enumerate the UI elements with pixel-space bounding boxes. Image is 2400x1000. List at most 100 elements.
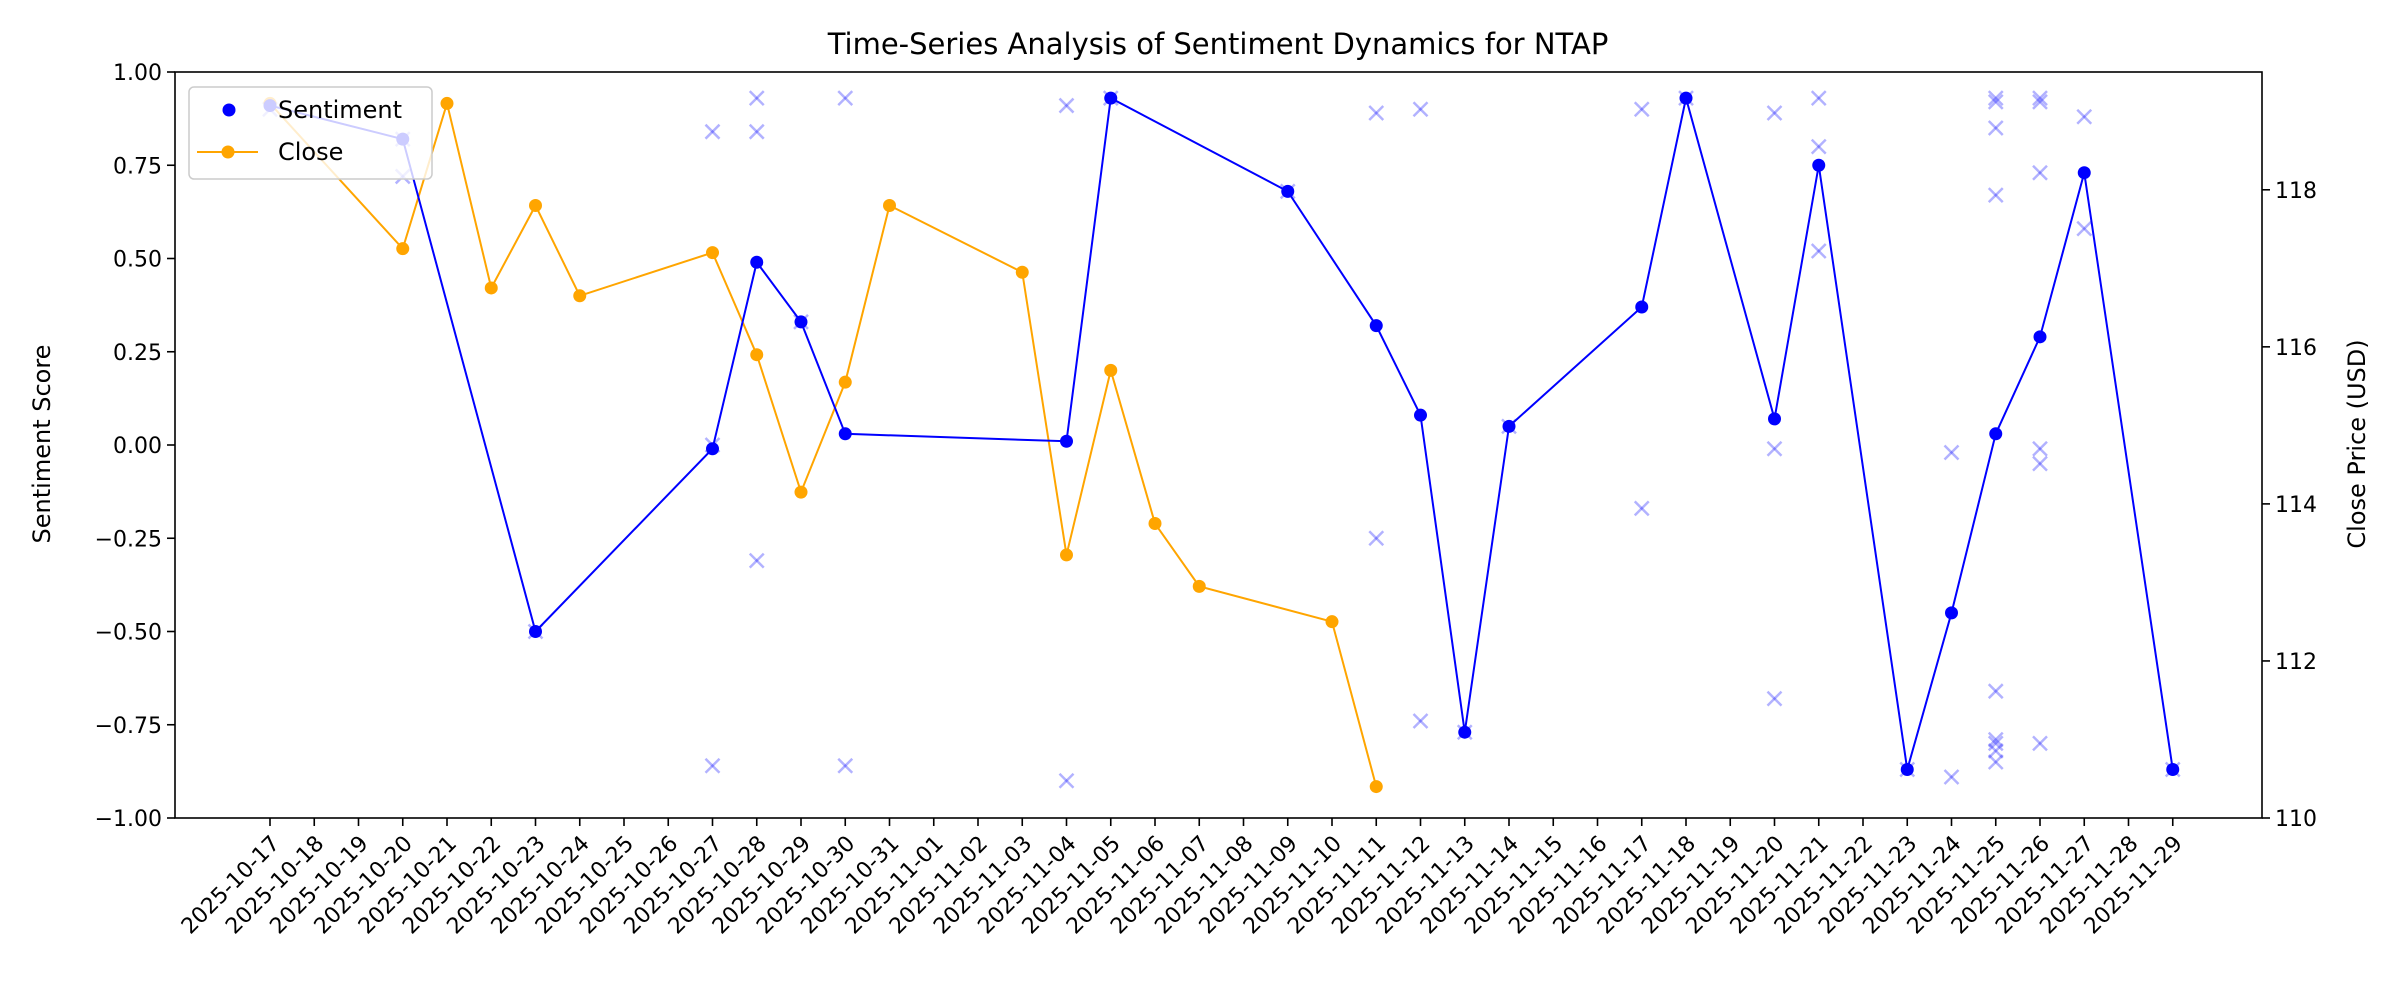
legend-frame xyxy=(188,86,433,180)
sample-x-stroke xyxy=(1810,90,1827,106)
sentiment-point xyxy=(1768,412,1781,426)
sentiment-point xyxy=(1989,427,2003,441)
sample-x-marker xyxy=(1766,690,1783,707)
sample-x-stroke xyxy=(1412,101,1429,118)
sample-x-stroke xyxy=(2032,440,2048,457)
sample-x-marker xyxy=(748,90,765,106)
sample-x-stroke xyxy=(2032,164,2048,181)
sample-x-stroke xyxy=(1987,735,2004,752)
sample-x-stroke xyxy=(748,123,765,140)
sentiment-line xyxy=(269,96,2174,770)
sample-x-stroke xyxy=(1766,440,1783,457)
legend-label-sentiment: Sentiment xyxy=(278,96,402,124)
sample-x-stroke xyxy=(1987,90,2004,106)
sample-x-marker xyxy=(748,123,765,140)
sample-x-marker xyxy=(2032,90,2048,106)
sample-x-stroke xyxy=(1368,105,1385,121)
sentiment-point xyxy=(1945,606,1958,620)
sentiment-point xyxy=(706,442,719,456)
y-tick-label-left: 0.00 xyxy=(113,434,162,459)
sample-x-stroke xyxy=(2032,455,2048,472)
y-tick-label-left: −0.75 xyxy=(95,714,162,739)
close-point xyxy=(529,198,542,212)
sample-x-stroke xyxy=(1633,500,1650,517)
sample-x-marker xyxy=(748,552,765,569)
sample-x-stroke xyxy=(1987,742,2004,759)
sentiment-point xyxy=(794,315,808,329)
sample-x-marker xyxy=(1987,187,2004,203)
y-tick-label-left: −1.00 xyxy=(95,807,162,832)
sample-x-marker xyxy=(837,757,854,774)
sample-x-stroke xyxy=(1943,444,1960,461)
sample-x-stroke xyxy=(2076,108,2093,125)
sample-x-stroke xyxy=(1633,101,1650,118)
sample-x-stroke xyxy=(748,552,765,569)
sample-x-marker xyxy=(1633,500,1650,517)
sample-x-stroke xyxy=(1766,105,1783,121)
sample-x-stroke xyxy=(1766,440,1783,457)
y-tick-label-left: 0.50 xyxy=(113,248,162,273)
sample-x-stroke xyxy=(1987,187,2004,203)
close-line xyxy=(269,99,1378,787)
sample-x-stroke xyxy=(1412,713,1429,729)
sample-x-stroke xyxy=(1987,742,2004,759)
close-point xyxy=(1148,517,1162,531)
sample-x-marker xyxy=(1987,683,2004,700)
close-point xyxy=(883,198,896,212)
sample-x-marker xyxy=(1810,243,1827,259)
sample-x-marker xyxy=(2076,108,2093,125)
sample-x-stroke xyxy=(2076,220,2093,237)
sample-x-stroke xyxy=(1987,731,2004,748)
legend-label-close: Close xyxy=(278,138,343,166)
sample-x-stroke xyxy=(1810,243,1827,259)
sample-x-marker xyxy=(2032,164,2048,181)
sample-x-marker xyxy=(2032,735,2048,752)
sentiment-point xyxy=(1104,91,1118,105)
sample-x-stroke xyxy=(2032,735,2048,752)
sample-x-marker xyxy=(1987,742,2004,759)
close-point xyxy=(794,485,808,499)
sample-x-stroke xyxy=(748,90,765,106)
sample-x-stroke xyxy=(1987,754,2004,770)
sentiment-point xyxy=(1679,91,1693,105)
sample-x-stroke xyxy=(1412,101,1429,118)
sample-x-stroke xyxy=(1810,243,1827,259)
sample-x-stroke xyxy=(1058,97,1075,114)
sample-x-stroke xyxy=(1943,444,1960,461)
sample-x-stroke xyxy=(1987,93,2004,110)
close-point xyxy=(1015,265,1029,279)
sample-x-marker xyxy=(1368,105,1385,121)
sample-x-stroke xyxy=(704,757,721,774)
y-tick-label-left: 1.00 xyxy=(113,61,162,86)
sample-x-stroke xyxy=(1943,769,1960,785)
sample-x-marker xyxy=(1987,120,2004,136)
close-point xyxy=(440,96,454,110)
sample-x-marker xyxy=(1412,101,1429,118)
sample-x-marker xyxy=(1058,97,1075,114)
sentiment-point xyxy=(2166,763,2180,777)
sentiment-point xyxy=(838,427,852,441)
close-point xyxy=(706,246,719,260)
y-axis-title-right: Close Price (USD) xyxy=(2343,339,2371,548)
sample-x-stroke xyxy=(837,757,854,774)
y-tick-label-right: 114 xyxy=(2275,493,2317,518)
sample-x-stroke xyxy=(2032,90,2048,106)
sample-x-marker xyxy=(1987,754,2004,770)
sample-x-stroke xyxy=(837,757,854,774)
sample-x-stroke xyxy=(2032,164,2048,181)
close-point xyxy=(1325,615,1339,629)
close-point xyxy=(1369,780,1383,794)
sample-x-stroke xyxy=(2032,440,2048,457)
sample-x-stroke xyxy=(704,757,721,774)
sample-x-stroke xyxy=(1943,769,1960,785)
plot-frame xyxy=(174,71,2263,819)
sample-x-marker xyxy=(2032,440,2048,457)
sample-x-stroke xyxy=(1412,713,1429,729)
sentiment-point xyxy=(1281,184,1295,198)
sample-x-marker xyxy=(704,123,721,140)
sample-x-stroke xyxy=(704,123,721,140)
sample-x-stroke xyxy=(1633,101,1650,118)
sample-x-marker xyxy=(1633,101,1650,118)
